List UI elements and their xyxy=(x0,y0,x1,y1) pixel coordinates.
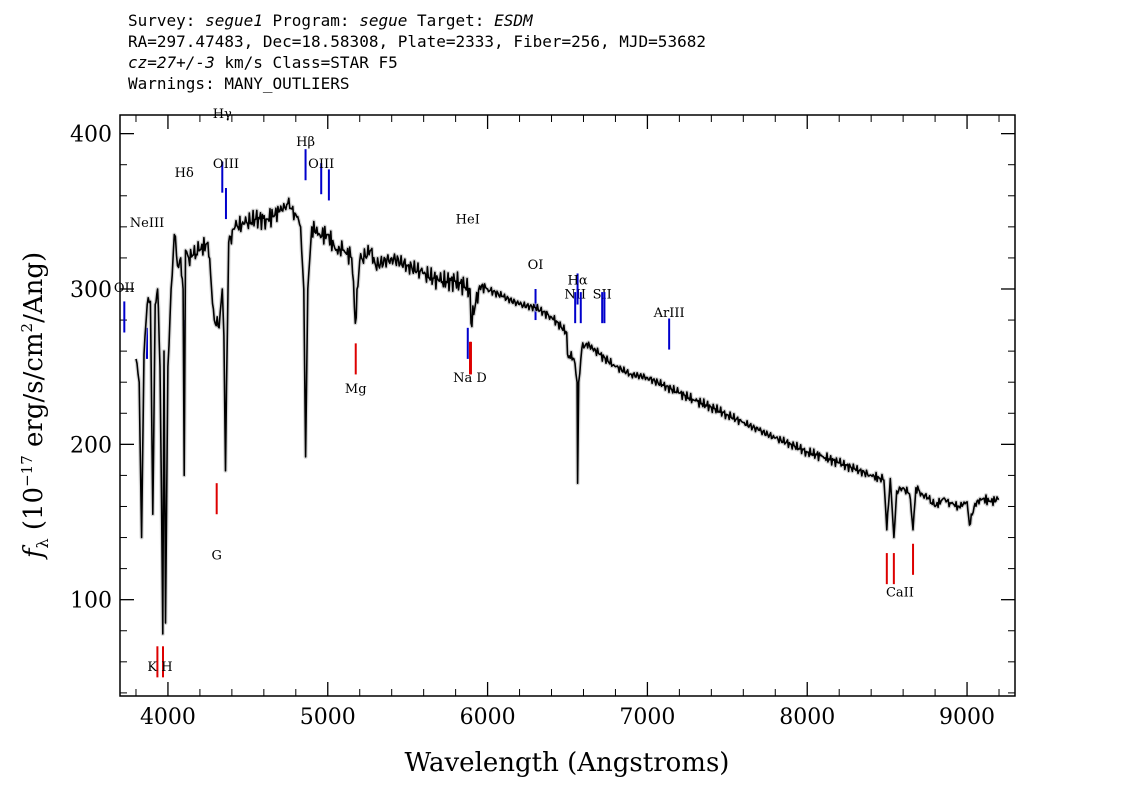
emission-line-label: NeIII xyxy=(130,216,164,231)
x-tick-label: 4000 xyxy=(140,705,196,730)
emission-line-label: OI xyxy=(528,258,544,273)
target-value: ESDM xyxy=(494,11,533,30)
header-line-1: Survey: segue1 Program: segue Target: ES… xyxy=(128,10,706,31)
absorption-line-label: K H xyxy=(147,660,172,675)
cz-value: cz=27+/-3 xyxy=(128,53,215,72)
class-text: km/s Class=STAR F5 xyxy=(214,53,398,72)
emission-line-label: NII xyxy=(564,287,586,302)
emission-line-label: HeI xyxy=(456,213,480,228)
x-tick-label: 6000 xyxy=(460,705,516,730)
program-label: Program: xyxy=(262,11,360,30)
series-layer xyxy=(134,196,1000,636)
x-tick-label: 8000 xyxy=(779,705,835,730)
emission-line-label: SII xyxy=(593,287,612,302)
plot-frame xyxy=(119,114,1016,697)
emission-line-label: Hα xyxy=(568,273,588,288)
emission-line-label: OIII xyxy=(213,157,239,172)
absorption-line-label: CaII xyxy=(886,586,914,601)
absorption-line-label: Na D xyxy=(453,371,487,386)
x-tick-label: 7000 xyxy=(619,705,675,730)
spectrum-error-band xyxy=(134,196,1000,636)
header-line-2: RA=297.47483, Dec=18.58308, Plate=2333, … xyxy=(128,32,706,51)
y-tick-label: 200 xyxy=(70,433,112,458)
absorption-line-label: G xyxy=(211,548,221,563)
emission-line-label: Hδ xyxy=(175,166,194,181)
emission-line-label: OIII xyxy=(308,157,334,172)
program-value: segue xyxy=(359,11,408,30)
x-tick-label: 9000 xyxy=(939,705,995,730)
emission-line-label: ArIII xyxy=(653,306,685,321)
header-line-4: Warnings: MANY_OUTLIERS xyxy=(128,74,350,93)
absorption-line-label: Mg xyxy=(345,382,367,397)
emission-line-label: OII xyxy=(114,281,135,296)
x-tick-label: 5000 xyxy=(300,705,356,730)
survey-label: Survey: xyxy=(128,11,206,30)
axis-ticks: 4000 5000 6000 7000 8000 9000 100 200 300 400 xyxy=(70,115,1015,730)
y-tick-label: 100 xyxy=(70,589,112,614)
spectrum-line xyxy=(135,197,1000,635)
y-axis-title: fλ (10−17 erg/s/cm2/Ang) xyxy=(18,252,52,560)
emission-line-label: Hγ xyxy=(213,107,232,122)
target-label: Target: xyxy=(407,11,495,30)
header-line-3: cz=27+/-3 km/s Class=STAR F5 xyxy=(128,52,706,73)
x-axis-title: Wavelength (Angstroms) xyxy=(405,748,730,778)
y-tick-label: 300 xyxy=(70,278,112,303)
emission-line-label: Hβ xyxy=(296,135,315,150)
y-tick-label: 400 xyxy=(70,123,112,148)
survey-value: segue1 xyxy=(205,11,263,30)
plot-header: Survey: segue1 Program: segue Target: ES… xyxy=(128,10,706,94)
